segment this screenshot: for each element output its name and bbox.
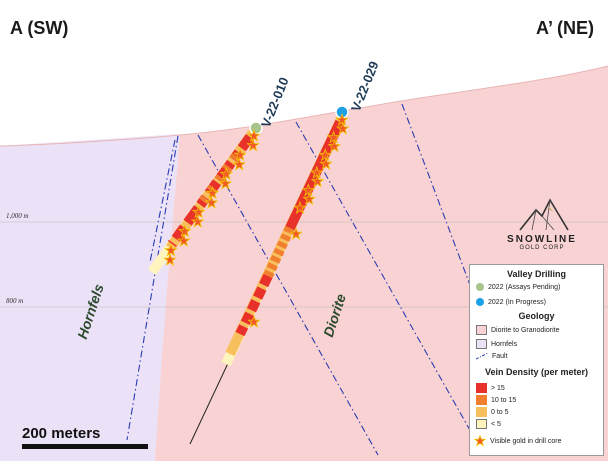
section-start-label: A (SW) (10, 18, 69, 38)
visible-gold-star (335, 121, 350, 135)
legend-item-vein-lt5: < 5 (476, 419, 501, 429)
visible-gold-star (301, 183, 316, 197)
visible-gold-star (247, 314, 261, 328)
logo-mountain-icon (519, 198, 569, 231)
hornfels-unit (0, 134, 180, 461)
scale-bar: 200 meters (22, 425, 148, 449)
legend-label: < 5 (491, 420, 501, 428)
legend-item-in-progress: 2022 (In Progress) (476, 298, 546, 306)
scale-bar-label: 200 meters (22, 425, 101, 442)
legend-label: Visible gold in drill core (490, 437, 562, 445)
legend-label: 0 to 5 (491, 408, 509, 416)
visible-gold-star (204, 195, 219, 209)
legend-item-vein-gt15: > 15 (476, 383, 505, 393)
visible-gold-star (233, 147, 248, 162)
visible-gold-star (177, 224, 192, 238)
legend-item-vein-0-5: 0 to 5 (476, 407, 509, 417)
legend-label: Hornfels (491, 340, 518, 348)
legend-item-hornfels: Hornfels (476, 339, 517, 349)
visible-gold-star (246, 138, 260, 152)
gold-star-icon (474, 435, 486, 447)
legend-geology-title: Geology (518, 311, 555, 321)
legend-label: 2022 (Assays Pending) (488, 283, 561, 291)
legend-item-vein-10-15: 10 to 15 (476, 395, 516, 405)
logo-subtitle: GOLD CORP (519, 245, 565, 251)
legend-drilling-title: Valley Drilling (506, 269, 567, 279)
blue-dot-icon (476, 298, 484, 306)
visible-gold-star (293, 200, 307, 214)
company-logo: SNOWLINE GOLD CORP (492, 194, 592, 251)
visible-gold-star (219, 166, 234, 181)
topography-line (0, 65, 608, 147)
visible-gold-star (218, 176, 233, 190)
visible-gold-star (232, 157, 247, 171)
visible-gold-star (318, 147, 333, 162)
legend-item-assays-pending: 2022 (Assays Pending) (476, 283, 560, 291)
visible-gold-star (302, 191, 317, 206)
green-dot-icon (476, 283, 484, 291)
visible-gold-star (335, 112, 349, 126)
visible-gold-star (205, 185, 220, 200)
visible-gold-star (289, 226, 303, 240)
legend-label: 10 to 15 (491, 396, 517, 404)
legend-item-fault: Fault (476, 352, 508, 360)
visible-gold-star (310, 174, 325, 188)
vein-swatch (476, 407, 487, 417)
visible-gold-star (163, 252, 177, 266)
visible-gold-star (319, 156, 333, 170)
section-end-label: A’ (NE) (536, 18, 595, 38)
visible-gold-star (247, 128, 261, 142)
legend-label: Diorite to Granodiorite (491, 326, 560, 334)
visible-gold-star (164, 243, 178, 257)
visible-gold-star (326, 130, 341, 144)
fault-line-icon (476, 352, 488, 360)
vein-swatch (476, 383, 487, 393)
vein-swatch (476, 419, 487, 429)
legend-item-visible-gold: Visible gold in drill core (474, 435, 561, 447)
hornfels-swatch (476, 339, 487, 349)
legend-item-diorite: Diorite to Granodiorite (476, 325, 559, 335)
visible-gold-star (327, 139, 342, 153)
legend-label: 2022 (In Progress) (488, 298, 546, 306)
logo-name: SNOWLINE (507, 234, 577, 245)
visible-gold-star (190, 214, 205, 228)
visible-gold-star (176, 233, 191, 247)
visible-gold-star (309, 165, 324, 179)
legend-label: Fault (492, 352, 508, 360)
vein-swatch (476, 395, 487, 405)
scale-bar-line (22, 444, 148, 449)
legend-label: > 15 (491, 384, 505, 392)
legend-vein-title: Vein Density (per meter) (484, 367, 589, 377)
visible-gold-star (191, 205, 206, 219)
map-legend: Valley Drilling 2022 (Assays Pending) 20… (469, 264, 604, 456)
visible-gold-stars (163, 112, 350, 328)
diorite-swatch (476, 325, 487, 335)
elevation-label-1000: 1,000 m (6, 212, 29, 220)
elevation-label-800: 800 m (6, 297, 24, 305)
